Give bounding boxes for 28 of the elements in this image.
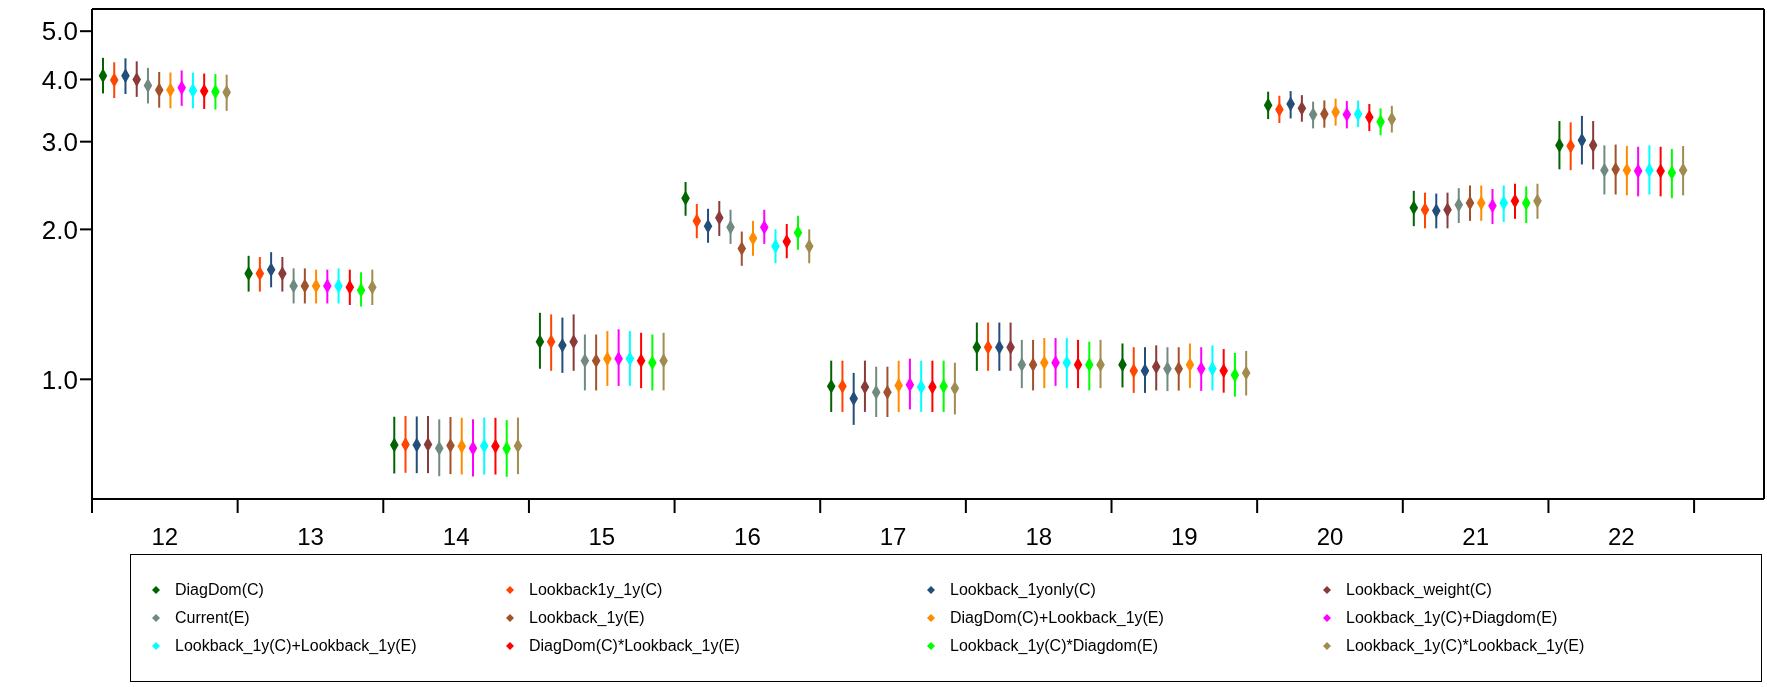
x-tick-label: 20: [1316, 523, 1344, 550]
x-tick-label: 13: [297, 523, 324, 550]
y-tick-label: 1.0: [41, 364, 78, 395]
legend-label: DiagDom(C): [175, 581, 264, 599]
legend-label: Lookback1y_1y(C): [529, 581, 663, 599]
legend-label: Lookback_1yonly(C): [950, 581, 1096, 599]
y-tick-label: 3.0: [41, 126, 78, 157]
legend-label: Lookback_1y(E): [529, 609, 645, 627]
x-tick-label: 17: [879, 523, 907, 550]
legend-label: DiagDom(C)*Lookback_1y(E): [529, 637, 740, 655]
x-tick-label: 21: [1462, 523, 1490, 550]
legend-label: DiagDom(C)+Lookback_1y(E): [950, 609, 1164, 627]
legend-label: Lookback_1y(C)*Diagdom(E): [950, 637, 1159, 655]
legend-label: Lookback_1y(C)+Diagdom(E): [1346, 609, 1558, 627]
y-tick-label: 4.0: [41, 64, 78, 95]
legend-label: Lookback_1y(C)*Lookback_1y(E): [1346, 637, 1585, 655]
x-tick-label: 18: [1025, 523, 1053, 550]
x-tick-label: 12: [151, 523, 179, 550]
x-tick-label: 22: [1607, 523, 1635, 550]
legend-label: Current(E): [175, 609, 250, 627]
y-tick-label: 5.0: [41, 16, 78, 47]
legend-label: Lookback_weight(C): [1346, 581, 1492, 599]
x-tick-label: 19: [1171, 523, 1198, 550]
x-tick-label: 16: [734, 523, 761, 550]
legend-label: Lookback_1y(C)+Lookback_1y(E): [175, 637, 417, 655]
x-tick-label: 14: [442, 523, 470, 550]
y-tick-label: 2.0: [41, 214, 78, 245]
x-tick-label: 15: [588, 523, 616, 550]
